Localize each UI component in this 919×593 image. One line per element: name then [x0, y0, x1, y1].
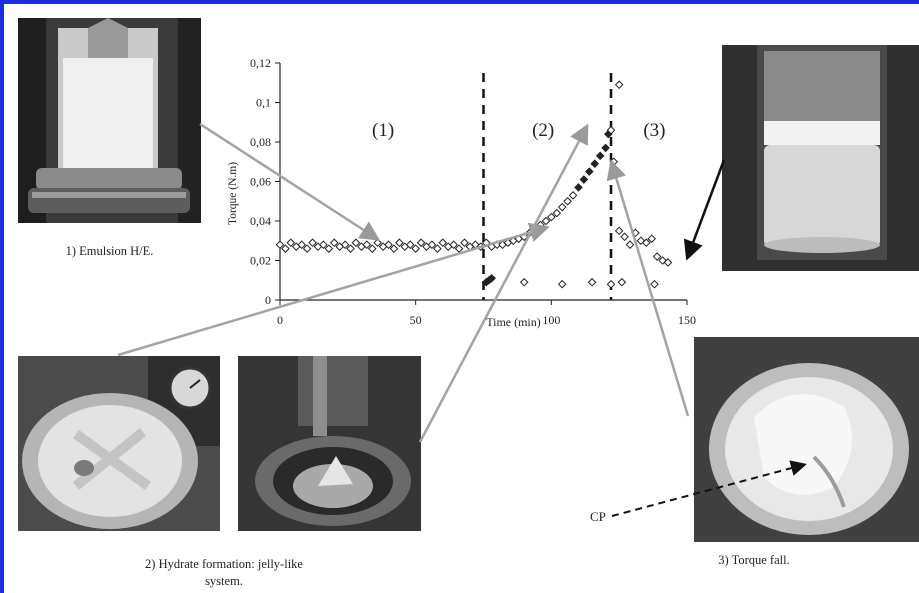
region-label: (2): [532, 120, 554, 141]
y-tick-label: 0,06: [250, 175, 271, 189]
x-tick-label: 150: [678, 313, 696, 327]
data-point-low: [487, 273, 496, 283]
data-point-outlier: [614, 80, 624, 90]
data-point: [324, 244, 334, 253]
arrow-beaker: [683, 159, 726, 261]
chart-labels: (1) (2) (3): [372, 120, 665, 141]
data-point: [454, 244, 464, 253]
data-point: [367, 244, 377, 253]
data-point: [541, 216, 551, 226]
data-point: [286, 238, 296, 248]
hydrate-caption-line2: system.: [205, 574, 243, 588]
data-point: [297, 240, 307, 250]
region-label: (3): [643, 120, 665, 141]
torque-fall-caption: 3) Torque fall.: [718, 553, 790, 567]
data-point-low: [557, 279, 567, 289]
data-point: [281, 244, 290, 253]
data-point: [319, 240, 328, 250]
data-point: [389, 244, 399, 253]
emulsion-photo-drawing: [18, 18, 201, 223]
data-point: [449, 240, 458, 250]
y-axis-label: Torque (N.m): [227, 162, 239, 225]
torque-fall-photo-open-reactor: [694, 337, 919, 542]
torque-fall-photo-2-drawing: [694, 337, 919, 542]
emulsion-photo: [18, 18, 201, 223]
data-point: [579, 175, 589, 184]
data-point-low: [587, 277, 597, 287]
data-point: [563, 196, 572, 206]
emulsion-caption: 1) Emulsion H/E.: [65, 244, 154, 258]
data-point: [625, 240, 635, 250]
arrow-torque-fall: [606, 159, 690, 417]
x-axis-label: Time (min): [486, 315, 541, 329]
chart-axes: 0 0,02 0,04 0,06 0,08 0,1 0,12 0 50 100 150 Time (m…: [227, 56, 696, 329]
data-point-low: [519, 277, 529, 287]
x-tick-label: 100: [542, 313, 560, 327]
data-point: [373, 238, 382, 248]
y-tick-label: 0,02: [250, 254, 271, 268]
data-point-outlier: [606, 125, 616, 135]
data-point: [346, 244, 355, 253]
y-tick-label: 0,08: [250, 135, 271, 149]
data-point: [568, 191, 578, 200]
data-point: [340, 240, 350, 250]
arrow-emulsion: [199, 122, 381, 241]
data-point: [302, 244, 312, 253]
data-point: [547, 212, 556, 222]
region-label: (1): [372, 120, 394, 141]
data-point: [427, 240, 437, 250]
data-point: [405, 240, 415, 250]
hydrate-photo-reactor-interior: [238, 356, 421, 531]
data-point: [557, 202, 567, 212]
hydrate-caption-line1: 2) Hydrate formation: jelly-like: [145, 557, 303, 571]
data-point: [663, 258, 673, 267]
data-point-low: [606, 279, 616, 289]
data-point: [329, 238, 339, 248]
data-point: [308, 238, 317, 248]
cp-label: CP: [590, 509, 606, 524]
data-point: [574, 183, 583, 192]
data-point: [585, 167, 594, 176]
data-point: [647, 234, 657, 244]
data-point: [601, 143, 610, 153]
data-point: [438, 238, 448, 248]
y-tick-label: 0,1: [256, 96, 271, 110]
data-point: [433, 244, 442, 253]
data-point: [384, 240, 393, 250]
data-point-low: [650, 279, 659, 289]
data-point: [652, 252, 662, 261]
y-tick-label: 0,04: [250, 214, 271, 228]
data-points: [275, 80, 673, 289]
torque-fall-photo-beaker: [722, 45, 919, 271]
data-point: [351, 238, 361, 248]
data-point: [362, 240, 372, 250]
region-dividers: [482, 73, 613, 300]
data-point: [641, 238, 651, 248]
data-point: [614, 226, 624, 236]
data-point: [275, 240, 285, 250]
hydrate-photo-2-drawing: [238, 356, 421, 531]
hydrate-photo-1-drawing: [18, 356, 220, 531]
data-point: [552, 208, 562, 218]
x-tick-label: 0: [277, 313, 283, 327]
y-tick-label: 0,12: [250, 56, 271, 70]
y-tick-label: 0: [265, 293, 271, 307]
x-tick-label: 50: [410, 313, 422, 327]
hydrate-photo-open-reactor: [18, 356, 220, 531]
connector-arrows: [117, 122, 807, 517]
torque-fall-photo-1-drawing: [722, 45, 919, 271]
data-point: [620, 232, 629, 242]
data-point-low: [617, 277, 627, 287]
data-point: [590, 159, 600, 169]
arrow-hydrate-interior: [418, 123, 589, 443]
data-point: [460, 238, 469, 248]
data-point: [416, 238, 426, 248]
data-point: [411, 244, 420, 253]
arrow-cp: [611, 460, 807, 517]
data-point: [395, 238, 404, 248]
data-point: [595, 151, 605, 161]
arrow-hydrate-open: [117, 222, 550, 357]
